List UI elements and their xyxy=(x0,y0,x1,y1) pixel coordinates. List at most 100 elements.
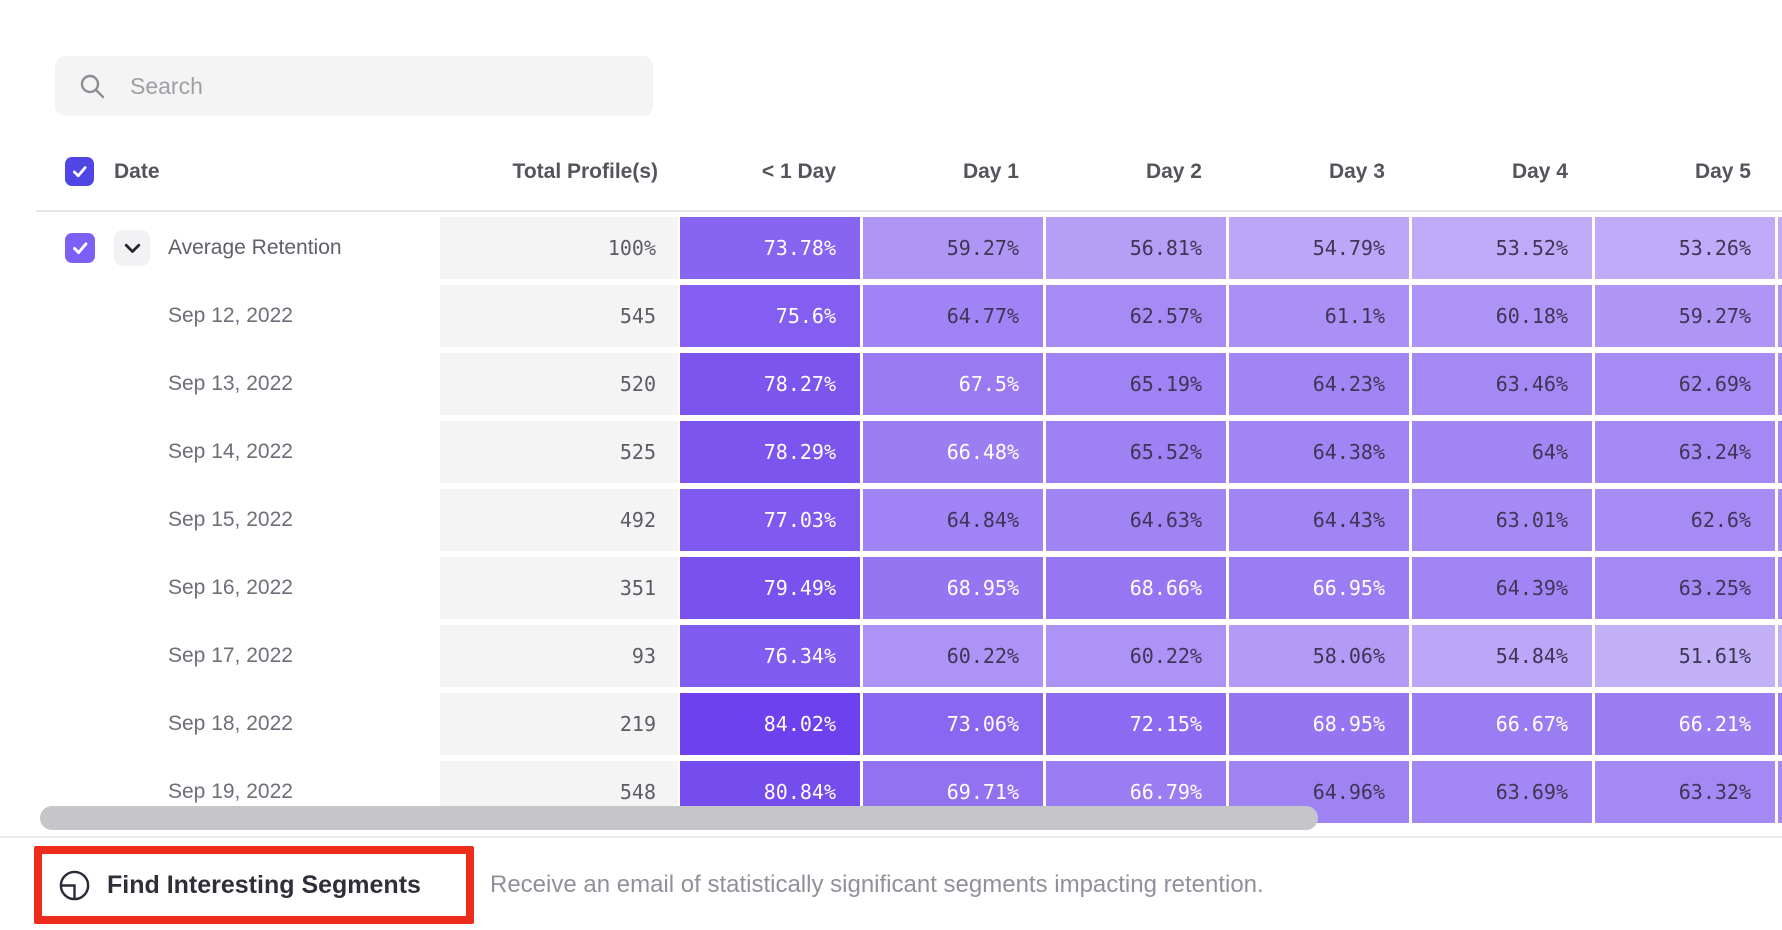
retention-cell[interactable]: 62.6% xyxy=(1595,489,1775,551)
chevron-down-icon xyxy=(124,243,140,253)
retention-cell[interactable]: 65.19% xyxy=(1046,353,1226,415)
retention-cell[interactable]: 63.32% xyxy=(1595,761,1775,823)
retention-cell[interactable]: 64.43% xyxy=(1229,489,1409,551)
date-row-label: Sep 15, 2022 xyxy=(168,508,293,531)
retention-cell[interactable]: 53.26% xyxy=(1595,217,1775,279)
retention-cell[interactable]: 63.25% xyxy=(1595,557,1775,619)
date-row-label: Sep 19, 2022 xyxy=(168,780,293,803)
date-row-label: Sep 12, 2022 xyxy=(168,304,293,327)
retention-cell[interactable]: 63.01% xyxy=(1412,489,1592,551)
retention-cell-clipped xyxy=(1778,557,1782,619)
retention-cell[interactable]: 64% xyxy=(1412,421,1592,483)
column-header--1-day: < 1 Day xyxy=(761,160,836,183)
date-row-label: Sep 16, 2022 xyxy=(168,576,293,599)
retention-cell-clipped xyxy=(1778,285,1782,347)
retention-cell-clipped xyxy=(1778,489,1782,551)
retention-cell[interactable]: 68.66% xyxy=(1046,557,1226,619)
retention-cell[interactable]: 60.22% xyxy=(1046,625,1226,687)
retention-cell[interactable]: 78.29% xyxy=(680,421,860,483)
retention-cell[interactable]: 63.24% xyxy=(1595,421,1775,483)
column-header-day-3: Day 3 xyxy=(1328,160,1385,183)
column-header-day-2: Day 2 xyxy=(1145,160,1202,183)
retention-cell[interactable]: 76.34% xyxy=(680,625,860,687)
retention-cell[interactable]: 68.95% xyxy=(1229,693,1409,755)
retention-cell[interactable]: 84.02% xyxy=(680,693,860,755)
retention-cell[interactable]: 59.27% xyxy=(1595,285,1775,347)
retention-cell[interactable]: 62.57% xyxy=(1046,285,1226,347)
retention-cell[interactable]: 64.63% xyxy=(1046,489,1226,551)
retention-cell[interactable]: 53.52% xyxy=(1412,217,1592,279)
total-profiles-column-header: Total Profile(s) xyxy=(512,160,658,183)
total-profiles-cell: 545 xyxy=(440,285,678,347)
retention-cell[interactable]: 59.27% xyxy=(863,217,1043,279)
expand-collapse-button[interactable] xyxy=(114,230,150,266)
retention-cell[interactable]: 64.23% xyxy=(1229,353,1409,415)
retention-cell[interactable]: 73.78% xyxy=(680,217,860,279)
find-interesting-segments-button[interactable]: Find Interesting Segments xyxy=(58,869,421,902)
search-input[interactable] xyxy=(128,71,637,101)
date-row-label: Sep 18, 2022 xyxy=(168,712,293,735)
header-divider xyxy=(36,210,1782,212)
date-column-header: Date xyxy=(114,160,160,183)
footer-description: Receive an email of statistically signif… xyxy=(490,871,1264,898)
average-retention-checkbox[interactable] xyxy=(65,233,95,263)
checkmark-icon xyxy=(72,166,87,178)
retention-cell[interactable]: 54.84% xyxy=(1412,625,1592,687)
retention-cell[interactable]: 64.77% xyxy=(863,285,1043,347)
retention-cell[interactable]: 66.95% xyxy=(1229,557,1409,619)
total-profiles-cell: 492 xyxy=(440,489,678,551)
checkmark-icon xyxy=(73,242,88,254)
retention-cell[interactable]: 66.67% xyxy=(1412,693,1592,755)
retention-cell-clipped xyxy=(1778,353,1782,415)
retention-cell[interactable]: 64.39% xyxy=(1412,557,1592,619)
retention-cell[interactable]: 60.18% xyxy=(1412,285,1592,347)
retention-cell[interactable]: 63.69% xyxy=(1412,761,1592,823)
retention-cell-clipped xyxy=(1778,625,1782,687)
retention-cell[interactable]: 77.03% xyxy=(680,489,860,551)
horizontal-scrollbar-thumb[interactable] xyxy=(40,806,1318,830)
annotation-highlight-rectangle: Find Interesting Segments xyxy=(34,846,474,924)
retention-cell[interactable]: 62.69% xyxy=(1595,353,1775,415)
retention-cell[interactable]: 68.95% xyxy=(863,557,1043,619)
retention-cell[interactable]: 67.5% xyxy=(863,353,1043,415)
retention-cell-clipped xyxy=(1778,217,1782,279)
retention-cell[interactable]: 73.06% xyxy=(863,693,1043,755)
retention-cell[interactable]: 65.52% xyxy=(1046,421,1226,483)
retention-cell[interactable]: 64.84% xyxy=(863,489,1043,551)
retention-cell[interactable]: 54.79% xyxy=(1229,217,1409,279)
column-header-day-5: Day 5 xyxy=(1694,160,1751,183)
retention-cell[interactable]: 61.1% xyxy=(1229,285,1409,347)
total-profiles-cell: 520 xyxy=(440,353,678,415)
retention-cell[interactable]: 60.22% xyxy=(863,625,1043,687)
column-header-day-4: Day 4 xyxy=(1511,160,1568,183)
select-all-checkbox[interactable] xyxy=(65,157,94,186)
date-row-label: Sep 13, 2022 xyxy=(168,372,293,395)
retention-cell[interactable]: 66.48% xyxy=(863,421,1043,483)
retention-cell-clipped xyxy=(1778,421,1782,483)
search-bar xyxy=(55,56,653,116)
total-profiles-cell: 93 xyxy=(440,625,678,687)
segments-icon xyxy=(59,870,90,900)
retention-cell[interactable]: 66.21% xyxy=(1595,693,1775,755)
retention-cell[interactable]: 78.27% xyxy=(680,353,860,415)
retention-cell[interactable]: 64.38% xyxy=(1229,421,1409,483)
total-profiles-cell: 100% xyxy=(440,217,678,279)
retention-cell[interactable]: 58.06% xyxy=(1229,625,1409,687)
search-icon xyxy=(80,74,105,98)
retention-cell[interactable]: 56.81% xyxy=(1046,217,1226,279)
total-profiles-cell: 351 xyxy=(440,557,678,619)
date-row-label: Sep 17, 2022 xyxy=(168,644,293,667)
retention-cell[interactable]: 63.46% xyxy=(1412,353,1592,415)
average-retention-row-label: Average Retention xyxy=(168,236,342,259)
retention-cell[interactable]: 75.6% xyxy=(680,285,860,347)
column-header-day-1: Day 1 xyxy=(962,160,1019,183)
retention-cell-clipped xyxy=(1778,693,1782,755)
retention-cell-clipped xyxy=(1778,761,1782,823)
retention-cell[interactable]: 72.15% xyxy=(1046,693,1226,755)
date-row-label: Sep 14, 2022 xyxy=(168,440,293,463)
total-profiles-cell: 219 xyxy=(440,693,678,755)
retention-cell[interactable]: 51.61% xyxy=(1595,625,1775,687)
retention-cell[interactable]: 79.49% xyxy=(680,557,860,619)
total-profiles-cell: 525 xyxy=(440,421,678,483)
